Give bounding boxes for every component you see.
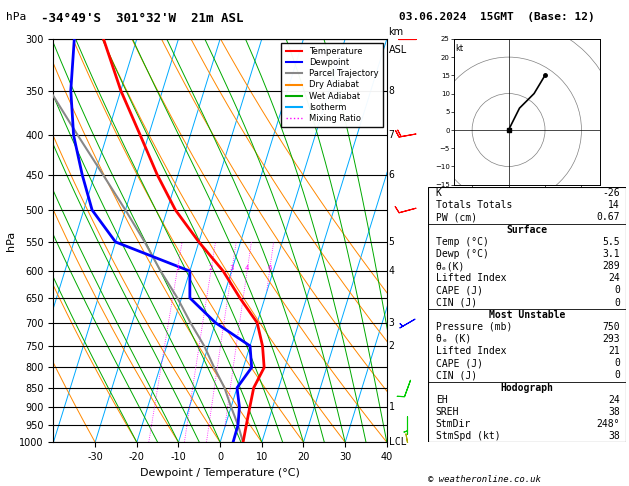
X-axis label: Dewpoint / Temperature (°C): Dewpoint / Temperature (°C)	[140, 468, 300, 478]
Text: Temp (°C): Temp (°C)	[436, 237, 489, 247]
Text: 5.5: 5.5	[603, 237, 620, 247]
Text: Lifted Index: Lifted Index	[436, 346, 506, 356]
Text: 24: 24	[608, 395, 620, 405]
Text: 03.06.2024  15GMT  (Base: 12): 03.06.2024 15GMT (Base: 12)	[399, 12, 595, 22]
Text: 7: 7	[389, 130, 394, 140]
Text: 3.1: 3.1	[603, 249, 620, 259]
Text: θₑ(K): θₑ(K)	[436, 261, 465, 271]
Text: 0: 0	[614, 358, 620, 368]
Text: 2: 2	[209, 265, 213, 271]
Text: km: km	[389, 27, 404, 37]
Text: 5: 5	[389, 237, 394, 247]
Text: 4: 4	[245, 265, 249, 271]
Text: Totals Totals: Totals Totals	[436, 200, 512, 210]
Text: SREH: SREH	[436, 407, 459, 417]
Text: 3: 3	[389, 318, 394, 328]
Text: 8: 8	[389, 86, 394, 96]
Text: 0.67: 0.67	[596, 212, 620, 223]
Text: ASL: ASL	[389, 45, 407, 55]
Text: PW (cm): PW (cm)	[436, 212, 477, 223]
Text: K: K	[436, 188, 442, 198]
Text: CIN (J): CIN (J)	[436, 370, 477, 381]
Text: 14: 14	[608, 200, 620, 210]
Text: CAPE (J): CAPE (J)	[436, 285, 482, 295]
Text: EH: EH	[436, 395, 447, 405]
Legend: Temperature, Dewpoint, Parcel Trajectory, Dry Adiabat, Wet Adiabat, Isotherm, Mi: Temperature, Dewpoint, Parcel Trajectory…	[281, 43, 382, 127]
Text: Surface: Surface	[506, 225, 547, 235]
Text: Pressure (mb): Pressure (mb)	[436, 322, 512, 332]
Text: 6: 6	[267, 265, 272, 271]
Text: -34°49'S  301°32'W  21m ASL: -34°49'S 301°32'W 21m ASL	[41, 12, 243, 25]
Text: 6: 6	[389, 170, 394, 180]
Text: CIN (J): CIN (J)	[436, 297, 477, 308]
Text: 0: 0	[614, 370, 620, 381]
Text: Hodograph: Hodograph	[500, 382, 554, 393]
Text: 4: 4	[389, 266, 394, 276]
Text: 21: 21	[608, 346, 620, 356]
Text: kt: kt	[455, 44, 464, 53]
Text: © weatheronline.co.uk: © weatheronline.co.uk	[428, 474, 540, 484]
Text: 293: 293	[603, 334, 620, 344]
Text: 24: 24	[608, 273, 620, 283]
Text: 0: 0	[614, 285, 620, 295]
Y-axis label: hPa: hPa	[6, 230, 16, 251]
Text: 1: 1	[175, 265, 179, 271]
Text: CAPE (J): CAPE (J)	[436, 358, 482, 368]
Text: StmDir: StmDir	[436, 419, 471, 429]
Text: 38: 38	[608, 407, 620, 417]
Text: θₑ (K): θₑ (K)	[436, 334, 471, 344]
Text: Dewp (°C): Dewp (°C)	[436, 249, 489, 259]
Text: 289: 289	[603, 261, 620, 271]
Text: 3: 3	[230, 265, 234, 271]
Text: Lifted Index: Lifted Index	[436, 273, 506, 283]
Text: 2: 2	[389, 341, 394, 351]
Text: 0: 0	[614, 297, 620, 308]
Text: 38: 38	[608, 431, 620, 441]
Text: 750: 750	[603, 322, 620, 332]
Text: LCL: LCL	[389, 437, 406, 447]
Text: hPa: hPa	[6, 12, 26, 22]
Text: -26: -26	[603, 188, 620, 198]
Text: 1: 1	[389, 402, 394, 412]
Text: StmSpd (kt): StmSpd (kt)	[436, 431, 500, 441]
Text: 248°: 248°	[596, 419, 620, 429]
Text: Most Unstable: Most Unstable	[489, 310, 565, 320]
